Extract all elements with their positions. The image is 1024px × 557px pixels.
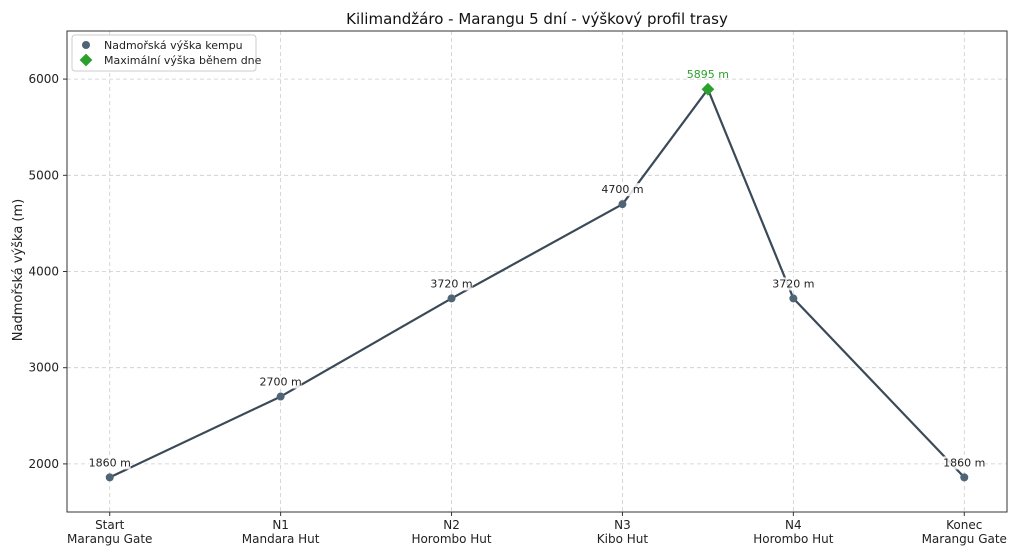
y-axis-title: Nadmořská výška (m)	[11, 199, 26, 341]
camp-marker	[618, 200, 627, 209]
route-line	[109, 88, 966, 479]
legend-box	[71, 34, 257, 72]
camp-elevation-label: 1860 m	[89, 456, 131, 469]
camp-elevation-label: 2700 m	[260, 376, 302, 389]
camp-label-bg	[943, 456, 986, 470]
legend-summit-label: Maximální výška během dne	[104, 54, 262, 67]
data-layer: 1860 m 2700 m 3720 m 4700 m 3720 m 1860 m 5895…	[88, 68, 986, 482]
y-tick-label: 6000	[28, 72, 59, 86]
grid-layer	[67, 31, 1007, 512]
x-tick-sublabel: Marangu Gate	[67, 532, 152, 546]
camp-label-bg	[601, 183, 644, 197]
camp-label-bg	[772, 277, 815, 291]
y-tick-label: 5000	[28, 168, 59, 182]
camp-elevation-label: 4700 m	[601, 183, 643, 196]
x-tick-sublabel: Horombo Hut	[411, 532, 491, 546]
y-tick-label: 3000	[28, 361, 59, 375]
camp-marker	[276, 392, 285, 401]
legend: Nadmořská výška kempu Maximální výška bě…	[71, 34, 262, 72]
x-tick-label: Start	[95, 518, 125, 532]
camp-marker	[105, 473, 114, 482]
x-tick-sublabel: Horombo Hut	[753, 532, 833, 546]
camp-label-bg	[430, 277, 473, 291]
chart-title: Kilimandžáro - Marangu 5 dní - výškový p…	[346, 10, 728, 28]
x-tick-sublabel: Kibo Hut	[597, 532, 649, 546]
camp-elevation-label: 3720 m	[430, 277, 472, 290]
camp-marker	[960, 473, 969, 482]
x-tick-sublabel: Marangu Gate	[922, 532, 1007, 546]
plot-frame	[66, 30, 1008, 513]
camp-label-bg	[88, 456, 131, 470]
x-tick-label: Konec	[946, 518, 982, 532]
x-tick-label: N1	[272, 518, 289, 532]
x-tick-label: N2	[443, 518, 460, 532]
camp-marker	[447, 294, 456, 303]
x-tick-label: N3	[614, 518, 631, 532]
x-tick-sublabel: Mandara Hut	[242, 532, 320, 546]
camp-elevation-label: 3720 m	[772, 277, 814, 290]
legend-camp-marker	[82, 41, 90, 49]
legend-camp-label: Nadmořská výška kempu	[104, 39, 243, 52]
camp-elevation-label: 1860 m	[943, 456, 985, 469]
camp-label-bg	[259, 375, 302, 389]
camp-marker	[789, 294, 798, 303]
x-tick-label: N4	[785, 518, 802, 532]
y-tick-label: 2000	[28, 457, 59, 471]
y-tick-label: 4000	[28, 265, 59, 279]
summit-elevation-label: 5895 m	[687, 68, 729, 81]
